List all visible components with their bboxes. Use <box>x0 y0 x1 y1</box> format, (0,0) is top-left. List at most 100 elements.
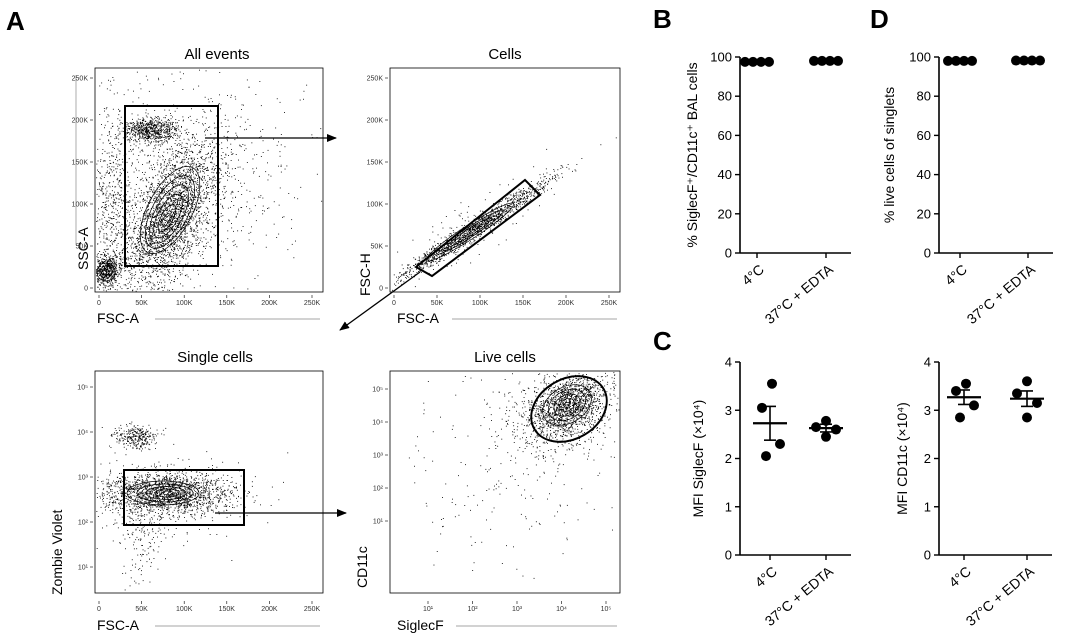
data-point <box>951 55 961 66</box>
x-tick-label: 150K <box>219 300 236 307</box>
scatter-cloud <box>96 421 289 591</box>
flow-plot-single-cells: Single cells Zombie Violet FSC-A <box>49 349 324 633</box>
data-point <box>1032 398 1042 409</box>
y-tick-label: 1 <box>924 499 931 514</box>
data-point <box>1022 412 1032 423</box>
x-tick-label: 10² <box>467 606 478 613</box>
x-tick-label: 50K <box>135 606 148 613</box>
y-tick-label: 60 <box>718 128 732 143</box>
dotplot-d: 0 20 40 60 80 100 % live cells of singlets 4°C3… <box>881 50 1053 327</box>
y-tick-label: 100 <box>710 50 732 65</box>
y-axis-label: SSC-A <box>75 227 91 270</box>
x-tick-label: 150K <box>515 300 532 307</box>
data-point <box>821 415 831 426</box>
y-tick-label: 0 <box>725 246 732 261</box>
data-point <box>943 55 953 66</box>
y-tick-label: 0 <box>924 548 931 563</box>
x-tick-label: 10⁵ <box>601 606 612 613</box>
category-label: 4°C <box>739 261 767 288</box>
y-tick-label: 200K <box>367 118 384 125</box>
panel-letter-b: B <box>653 4 672 34</box>
gate-arrow <box>339 271 421 331</box>
y-tick-label: 2 <box>924 451 931 466</box>
x-tick-label: 250K <box>304 300 321 307</box>
x-axis-label: FSC-A <box>97 310 140 326</box>
gate-single-cells <box>414 178 542 278</box>
data-point <box>756 56 766 67</box>
x-tick-label: 200K <box>261 606 278 613</box>
y-axis-label: MFI CD11c (×10⁴) <box>894 402 910 515</box>
y-tick-label: 100K <box>72 202 89 209</box>
data-point <box>961 378 971 389</box>
y-tick-label: 3 <box>725 403 732 418</box>
data-point <box>809 55 819 66</box>
panel-letter-a: A <box>6 6 25 36</box>
panel-letter-d: D <box>870 4 889 34</box>
y-tick-label: 2 <box>725 451 732 466</box>
y-tick-label: 4 <box>725 355 732 370</box>
x-tick-label: 50K <box>135 300 148 307</box>
contour-group <box>542 384 592 426</box>
data-point <box>1011 55 1021 66</box>
category-label: 37°C + EDTA <box>964 261 1039 327</box>
x-tick-label: 200K <box>261 300 278 307</box>
y-tick-label: 10⁵ <box>77 385 88 392</box>
flow-plot-cells: Cells FSC-H FSC-A <box>357 46 621 326</box>
data-point <box>1022 376 1032 387</box>
dotplot-c-right: 0 1 2 3 4 MFI CD11c (×10⁴) 4°C37°C + EDTA <box>894 355 1052 629</box>
scatter-cloud <box>96 69 323 292</box>
data-point <box>825 55 835 66</box>
y-axis-label: CD11c <box>354 546 370 588</box>
data-point <box>833 55 843 66</box>
category-label: 4°C <box>752 563 780 590</box>
data-point <box>969 400 979 411</box>
y-tick-label: 4 <box>924 355 931 370</box>
x-tick-label: 0 <box>97 606 101 613</box>
data-point <box>817 55 827 66</box>
y-tick-label: 250K <box>72 76 89 83</box>
y-tick-label: 10⁴ <box>372 420 383 427</box>
x-tick-label: 200K <box>558 300 575 307</box>
y-tick-label: 50K <box>76 244 89 251</box>
x-tick-label: 100K <box>472 300 489 307</box>
data-point <box>967 55 977 66</box>
y-tick-label: 60 <box>917 128 931 143</box>
y-tick-label: 20 <box>917 206 931 221</box>
y-axis-label: % SiglecF⁺/CD11c⁺ BAL cells <box>684 62 700 247</box>
dotplot-b: 0 20 40 60 80 100 % SiglecF⁺/CD11c⁺ BAL cells 4… <box>684 50 851 327</box>
y-tick-label: 10² <box>78 520 89 527</box>
x-tick-label: 0 <box>97 300 101 307</box>
y-tick-label: 40 <box>718 167 732 182</box>
y-tick-label: 20 <box>718 206 732 221</box>
data-point <box>761 451 771 462</box>
contour-group <box>126 480 200 506</box>
y-tick-label: 10¹ <box>78 565 89 572</box>
x-axis-label: FSC-A <box>397 310 440 326</box>
x-tick-label: 100K <box>176 606 193 613</box>
plot-title: Cells <box>488 46 521 63</box>
y-tick-label: 100K <box>367 202 384 209</box>
y-tick-label: 80 <box>718 89 732 104</box>
plot-title: Live cells <box>474 349 536 366</box>
x-tick-label: 50K <box>431 300 444 307</box>
y-tick-label: 200K <box>72 118 89 125</box>
x-tick-label: 10¹ <box>423 606 434 613</box>
y-tick-label: 0 <box>379 286 383 293</box>
y-tick-label: 50K <box>371 244 384 251</box>
x-tick-label: 100K <box>176 300 193 307</box>
y-tick-label: 10³ <box>373 453 384 460</box>
category-label: 4°C <box>942 261 970 288</box>
x-tick-label: 10⁴ <box>556 606 567 613</box>
contour-group <box>96 166 201 282</box>
y-tick-label: 150K <box>367 160 384 167</box>
panel-letter-c: C <box>653 326 672 356</box>
data-point <box>821 431 831 442</box>
x-tick-label: 250K <box>304 606 321 613</box>
data-point <box>767 378 777 389</box>
data-point <box>1012 388 1022 399</box>
gate-cells <box>124 105 219 267</box>
plot-title: All events <box>184 46 249 63</box>
